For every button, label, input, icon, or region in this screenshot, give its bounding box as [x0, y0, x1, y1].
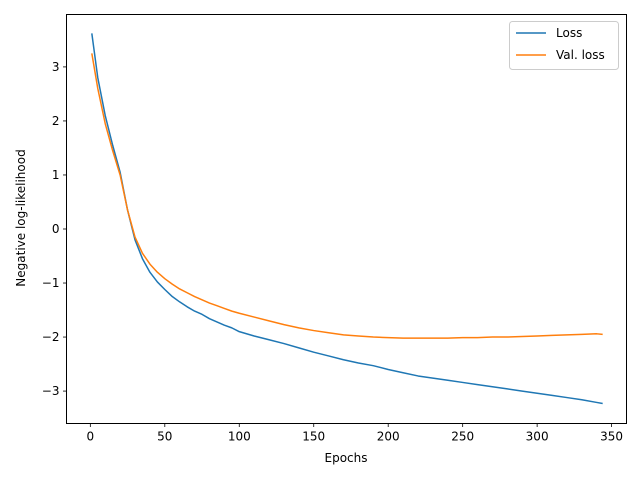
y-tick-label: 1: [52, 168, 60, 182]
series-layer: [91, 33, 603, 405]
legend: Loss Val. loss: [509, 21, 619, 70]
x-axis-label: Epochs: [325, 451, 368, 465]
x-axis-ticks: 0 50 100 150 200 250 300 350: [87, 423, 623, 444]
legend-label-loss: Loss: [556, 26, 582, 40]
y-tick-label: −1: [42, 276, 60, 290]
y-tick-label: 2: [52, 114, 60, 128]
y-axis-label: Negative log-likelihood: [14, 149, 28, 286]
y-tick-label: 3: [52, 60, 60, 74]
x-tick-label: 300: [526, 430, 549, 444]
x-tick-label: 50: [157, 430, 172, 444]
series-line-loss: [91, 33, 603, 405]
y-tick-label: 0: [52, 222, 60, 236]
x-tick-label: 100: [228, 430, 251, 444]
y-tick-label: −2: [42, 330, 60, 344]
x-tick-label: 150: [302, 430, 325, 444]
x-tick-label: 0: [87, 430, 95, 444]
y-tick-label: −3: [42, 384, 60, 398]
x-tick-label: 350: [600, 430, 623, 444]
plot-frame: [66, 14, 627, 424]
legend-label-val-loss: Val. loss: [556, 48, 605, 62]
y-axis-ticks: −3 −2 −1 0 1 2 3: [42, 60, 67, 398]
series-line-val-loss: [91, 53, 603, 339]
x-tick-label: 250: [451, 430, 474, 444]
x-tick-label: 200: [377, 430, 400, 444]
